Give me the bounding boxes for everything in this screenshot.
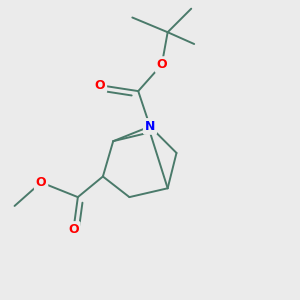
Text: N: N	[145, 120, 155, 133]
Text: O: O	[68, 223, 79, 236]
Text: O: O	[157, 58, 167, 71]
Text: O: O	[36, 176, 46, 189]
Text: O: O	[94, 79, 105, 92]
